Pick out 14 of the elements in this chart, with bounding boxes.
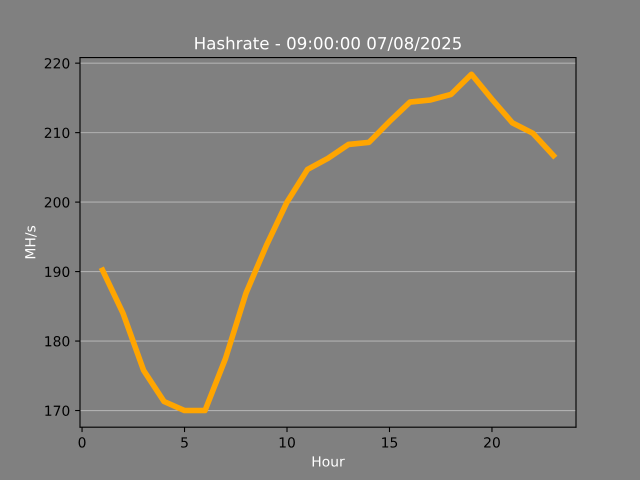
y-tick-label: 180 (45, 336, 70, 347)
y-tick-label: 210 (44, 128, 70, 138)
y-axis-title: MH/s (25, 226, 37, 258)
x-tick-label: 20 (484, 437, 500, 448)
x-tick-label: 10 (280, 437, 295, 448)
x-tick-label: 0 (78, 437, 86, 448)
x-tick-label: 15 (382, 437, 398, 448)
y-tick-label: 200 (44, 197, 70, 208)
y-tick-label: 220 (44, 58, 70, 69)
y-tick-label: 170 (45, 405, 70, 416)
chart-title: Hashrate - 09:00:00 07/08/2025 (195, 36, 461, 51)
y-tick-label: 190 (45, 266, 70, 278)
x-axis-title: Hour (312, 456, 345, 467)
x-tick-label: 5 (181, 437, 188, 448)
